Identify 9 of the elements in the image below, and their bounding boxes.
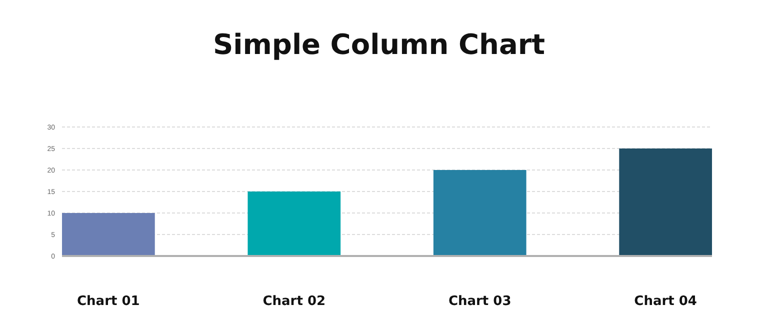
chart-title: Simple Column Chart: [212, 28, 546, 61]
x-tick-label: Chart 04: [634, 294, 697, 309]
x-tick-label: Chart 01: [77, 294, 140, 309]
bar: [248, 192, 341, 256]
bar: [433, 170, 526, 256]
bar: [62, 213, 155, 256]
x-tick-label: Chart 02: [262, 294, 326, 309]
x-tick-label: Chart 03: [448, 294, 512, 309]
bar: [619, 148, 712, 256]
